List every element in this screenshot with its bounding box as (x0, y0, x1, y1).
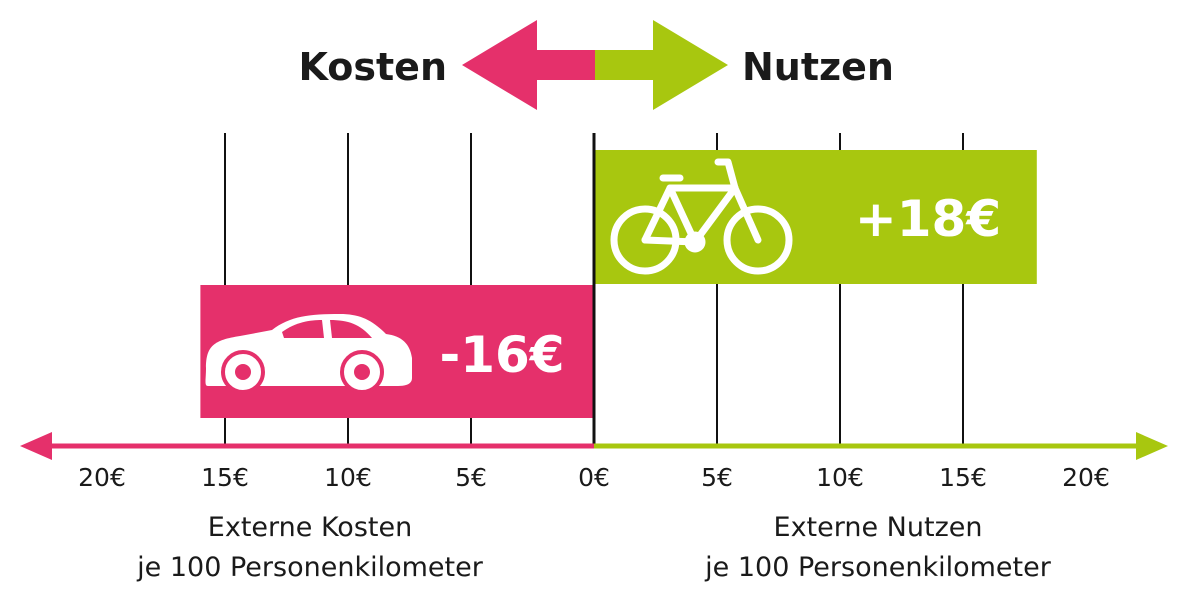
x-axis-title-benefits-line1: Externe Nutzen (774, 512, 983, 543)
header-costs-label: Kosten (299, 45, 448, 89)
tick-label: 10€ (816, 463, 864, 492)
tick-label: 5€ (455, 463, 487, 492)
bicycle-icon (610, 158, 793, 275)
double-arrow-icon (462, 20, 728, 110)
axis-arrow-left-icon (20, 432, 52, 460)
bar-value-label-car: -16€ (439, 326, 564, 384)
car-icon (205, 314, 412, 394)
left-arrow-icon (462, 20, 595, 110)
tick-labels: 20€ 15€ 10€ 5€ 0€ 5€ 10€ 15€ 20€ (78, 463, 1110, 492)
axis-arrow-right-icon (1136, 432, 1168, 460)
bars (200, 133, 1037, 446)
tick-label: 20€ (78, 463, 126, 492)
x-axis-title-benefits-line2: je 100 Personenkilometer (704, 552, 1052, 583)
bar-value-label-bike: +18€ (855, 190, 1001, 248)
tick-label: 20€ (1062, 463, 1110, 492)
right-arrow-icon (595, 20, 728, 110)
tick-label: 5€ (701, 463, 733, 492)
header-benefits-label: Nutzen (742, 45, 894, 89)
x-axis (20, 432, 1168, 460)
x-axis-title-costs-line1: Externe Kosten (208, 512, 412, 543)
tick-label: 15€ (939, 463, 987, 492)
tick-label: 15€ (201, 463, 249, 492)
tick-label: 0€ (578, 463, 610, 492)
tick-label: 10€ (324, 463, 372, 492)
x-axis-title-costs-line2: je 100 Personenkilometer (136, 552, 484, 583)
